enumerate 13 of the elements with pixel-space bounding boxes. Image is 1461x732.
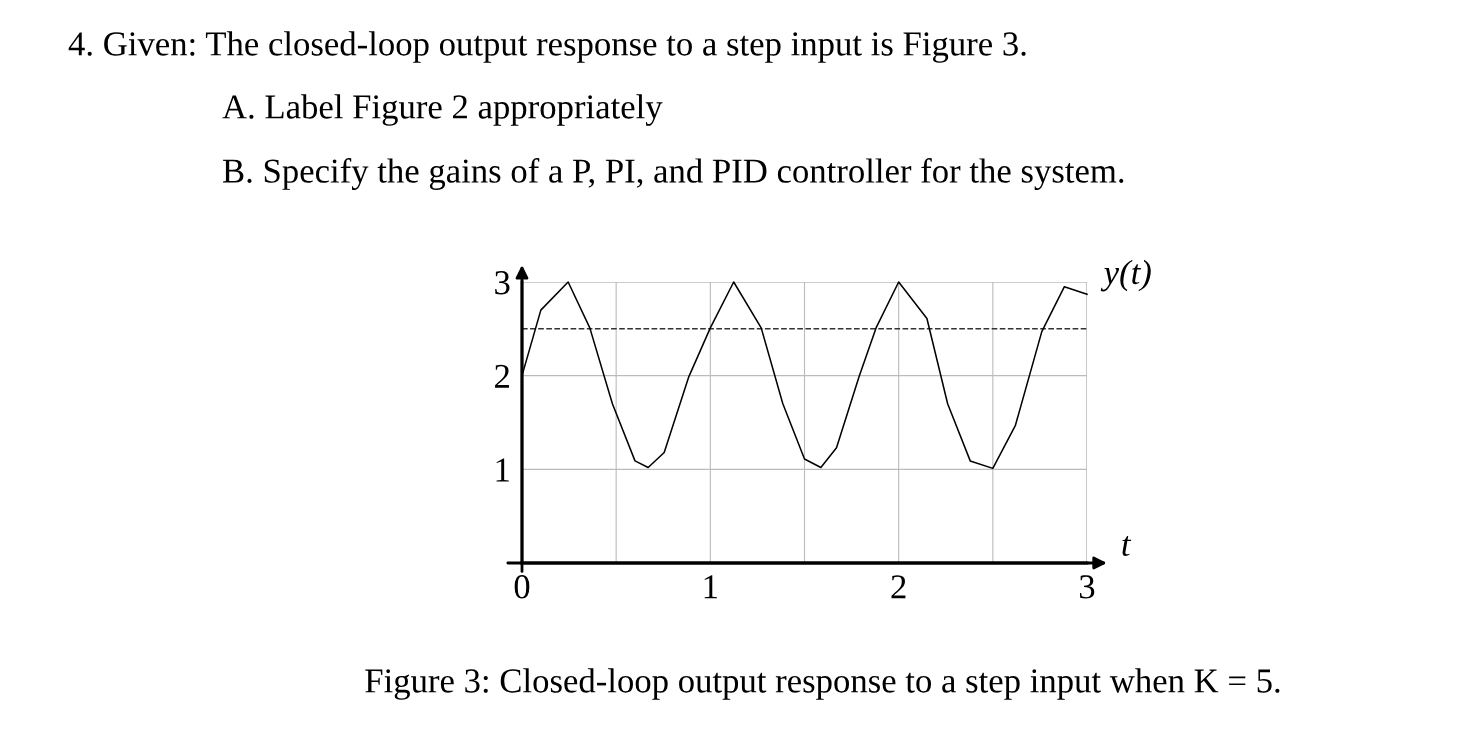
- x-tick-label: 1: [704, 575, 717, 599]
- y-tick-label: 3: [495, 271, 510, 295]
- y-tick-label: 2: [495, 364, 509, 388]
- y-tick-label: 1: [496, 458, 509, 482]
- x-tick-label: 2: [891, 575, 906, 599]
- caption: Figure 3: Closed-loop output response to a step input when K = 5.: [365, 668, 1280, 700]
- text: A. Label Figure 2 appropriately: [222, 94, 663, 126]
- x-tick-label: 0: [514, 575, 530, 599]
- x-tick-label: 3: [1079, 575, 1095, 599]
- x-axis-title: t: [1122, 536, 1132, 556]
- series-label: y(t): [1100, 259, 1151, 292]
- chart-title: 4. Given: The closed-loop output response to a step input is Figure 3.: [68, 31, 1026, 63]
- text: B. Specify the gains of a P, PI, and PID controller for the system.: [223, 158, 1124, 190]
